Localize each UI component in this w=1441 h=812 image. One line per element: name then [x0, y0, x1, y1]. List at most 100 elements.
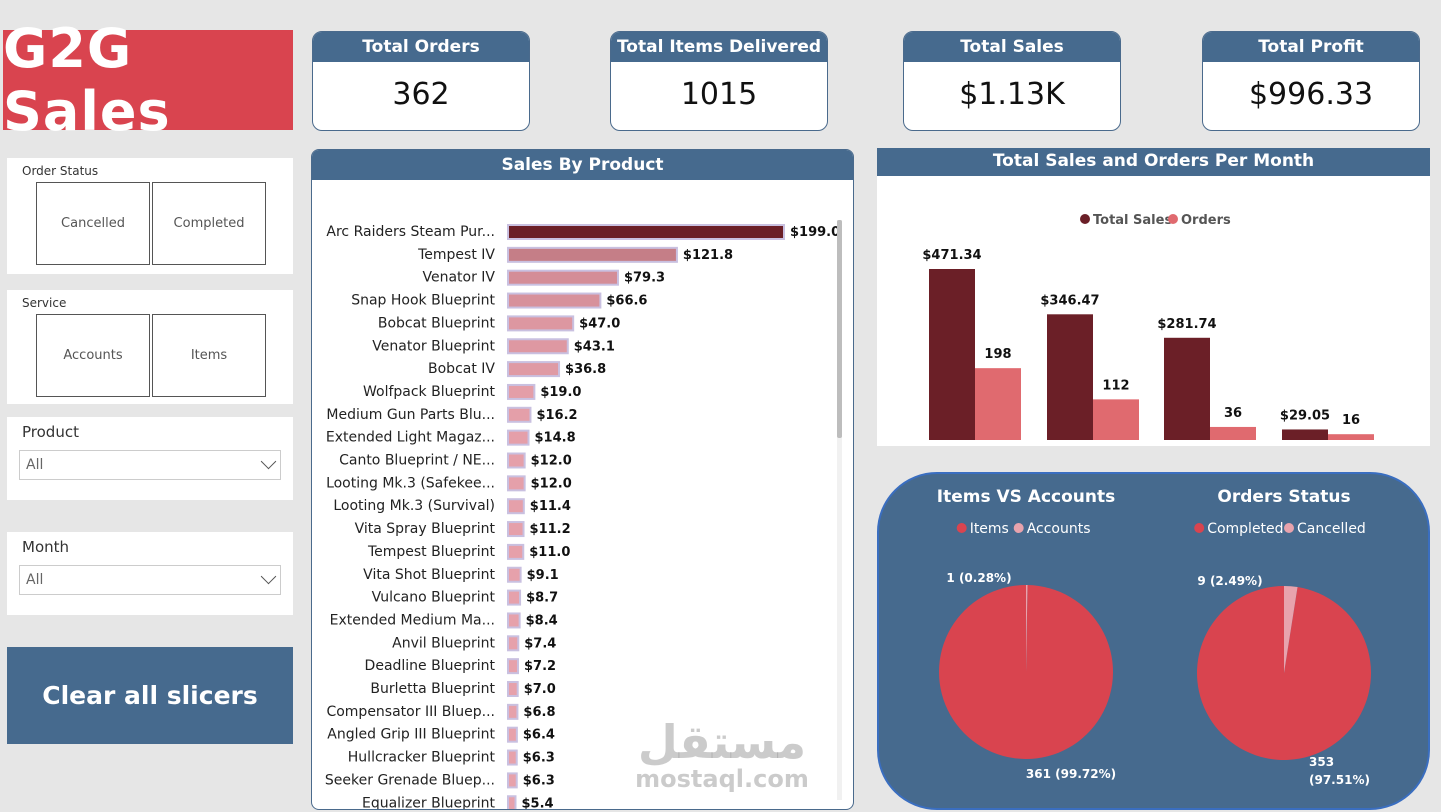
- product-bar[interactable]: [507, 406, 532, 423]
- pie-slice-items[interactable]: [938, 585, 1113, 759]
- orders-bar[interactable]: [1093, 399, 1139, 440]
- pie-slice-accounts[interactable]: [1026, 585, 1028, 672]
- sales-by-product-panel: Sales By Product Arc Raiders Steam Pur..…: [311, 149, 854, 810]
- sales-value-label: $346.47: [1040, 293, 1099, 308]
- kpi-total-items-delivered: Total Items Delivered 1015: [610, 31, 828, 131]
- product-bar[interactable]: [507, 246, 678, 263]
- slicer-option-completed[interactable]: Completed: [152, 182, 266, 265]
- product-bar[interactable]: [507, 795, 517, 810]
- sales-bar[interactable]: [1047, 314, 1093, 440]
- pie-charts-panel: Items VS Accounts Items Accounts 1 (0.28%) 3…: [877, 472, 1430, 810]
- scrollbar-thumb[interactable]: [837, 220, 842, 438]
- product-bar[interactable]: [507, 589, 522, 606]
- product-label: Medium Gun Parts Blu...: [326, 407, 495, 423]
- product-label: Vulcano Blueprint: [372, 590, 496, 606]
- product-value-label: $43.1: [574, 339, 615, 354]
- kpi-value: $1.13K: [959, 77, 1065, 112]
- sales-bar[interactable]: [929, 269, 975, 440]
- kpi-value: 362: [392, 77, 450, 112]
- watermark: مستقل mostaql.com: [632, 718, 812, 792]
- dashboard-title: G2G Sales: [3, 17, 171, 143]
- slicer-option-items[interactable]: Items: [152, 314, 266, 397]
- product-value-label: $7.2: [524, 659, 556, 674]
- product-label: Snap Hook Blueprint: [351, 293, 495, 309]
- product-value-label: $121.8: [683, 248, 733, 263]
- product-label: Angled Grip III Blueprint: [327, 727, 495, 743]
- legend-label: Orders: [1181, 213, 1231, 228]
- product-value-label: $6.8: [523, 705, 555, 720]
- product-label: Bobcat IV: [428, 361, 495, 377]
- slicer-option-accounts[interactable]: Accounts: [36, 314, 150, 397]
- product-value-label: $7.0: [524, 682, 556, 697]
- service-slicer: Service Accounts Items: [7, 290, 293, 404]
- product-bar[interactable]: [507, 224, 785, 240]
- product-value-label: $12.0: [531, 476, 572, 491]
- orders-bar[interactable]: [1328, 434, 1374, 440]
- product-bar[interactable]: [507, 703, 519, 720]
- legend-label: Accounts: [1027, 521, 1091, 537]
- product-bar[interactable]: [507, 521, 525, 538]
- slicer-title: Order Status: [22, 164, 99, 178]
- pie-title: Items VS Accounts: [937, 487, 1116, 507]
- product-value-label: $79.3: [624, 271, 665, 286]
- product-bar[interactable]: [507, 612, 521, 629]
- product-label: Equalizer Blueprint: [362, 795, 496, 810]
- legend-label: Cancelled: [1297, 521, 1366, 537]
- product-bar[interactable]: [507, 726, 518, 743]
- chevron-down-icon: [260, 453, 277, 470]
- product-bar[interactable]: [507, 681, 519, 697]
- product-value-label: $6.3: [523, 751, 555, 766]
- legend-marker: [1168, 214, 1178, 224]
- orders-bar[interactable]: [1210, 426, 1256, 440]
- product-bar[interactable]: [507, 772, 518, 789]
- scrollbar-track[interactable]: [837, 220, 842, 800]
- sales-bar[interactable]: [1282, 429, 1328, 440]
- product-slicer: Product All: [7, 417, 293, 500]
- product-bar[interactable]: [507, 566, 522, 583]
- product-bar[interactable]: [507, 292, 602, 309]
- legend-marker: [1284, 523, 1294, 533]
- product-value-label: $11.4: [530, 499, 571, 514]
- legend-marker: [1013, 523, 1024, 533]
- product-bar[interactable]: [507, 749, 518, 766]
- slicer-option-cancelled[interactable]: Cancelled: [36, 182, 150, 265]
- product-bar[interactable]: [507, 543, 525, 560]
- product-bar[interactable]: [507, 475, 526, 492]
- product-label: Extended Light Magaz...: [326, 430, 495, 446]
- product-label: Extended Medium Ma...: [330, 612, 495, 628]
- sales-value-label: $281.74: [1157, 317, 1216, 332]
- product-bar[interactable]: [507, 269, 619, 286]
- watermark-arabic: مستقل: [637, 715, 807, 769]
- dropdown-value: All: [26, 572, 44, 588]
- product-bar[interactable]: [507, 498, 525, 515]
- product-bar[interactable]: [507, 429, 530, 446]
- product-bar[interactable]: [507, 338, 569, 355]
- product-value-label: $7.4: [524, 636, 556, 651]
- product-bar[interactable]: [507, 383, 536, 400]
- slicer-title: Month: [22, 538, 70, 556]
- product-label: Venator IV: [422, 270, 495, 286]
- sales-bar[interactable]: [1164, 337, 1210, 440]
- product-value-label: $47.0: [579, 316, 620, 331]
- clear-all-slicers-button[interactable]: Clear all slicers: [7, 647, 293, 744]
- product-bar[interactable]: [507, 635, 520, 652]
- product-dropdown[interactable]: All: [19, 450, 281, 480]
- product-value-label: $66.6: [606, 294, 647, 309]
- kpi-value: 1015: [680, 77, 758, 112]
- orders-value-label: 36: [1224, 406, 1242, 421]
- product-bar[interactable]: [507, 315, 575, 332]
- product-value-label: $36.8: [565, 362, 606, 377]
- pie-value-label: (97.51%): [1309, 773, 1370, 787]
- product-bar[interactable]: [507, 452, 526, 469]
- product-label: Looting Mk.3 (Survival): [333, 498, 495, 514]
- pie-slice-cancelled[interactable]: [1284, 586, 1298, 673]
- product-label: Vita Shot Blueprint: [363, 567, 495, 583]
- month-dropdown[interactable]: All: [19, 565, 281, 595]
- sales-orders-per-month-chart: Total SalesOrders$471.34198January$346.4…: [922, 213, 1374, 440]
- product-bar[interactable]: [507, 361, 561, 378]
- sales-by-product-chart: Arc Raiders Steam Pur... $199.0 Tempest IV…: [325, 220, 842, 810]
- dropdown-value: All: [26, 457, 44, 473]
- orders-value-label: 112: [1102, 378, 1129, 393]
- product-bar[interactable]: [507, 658, 519, 675]
- orders-bar[interactable]: [975, 368, 1021, 440]
